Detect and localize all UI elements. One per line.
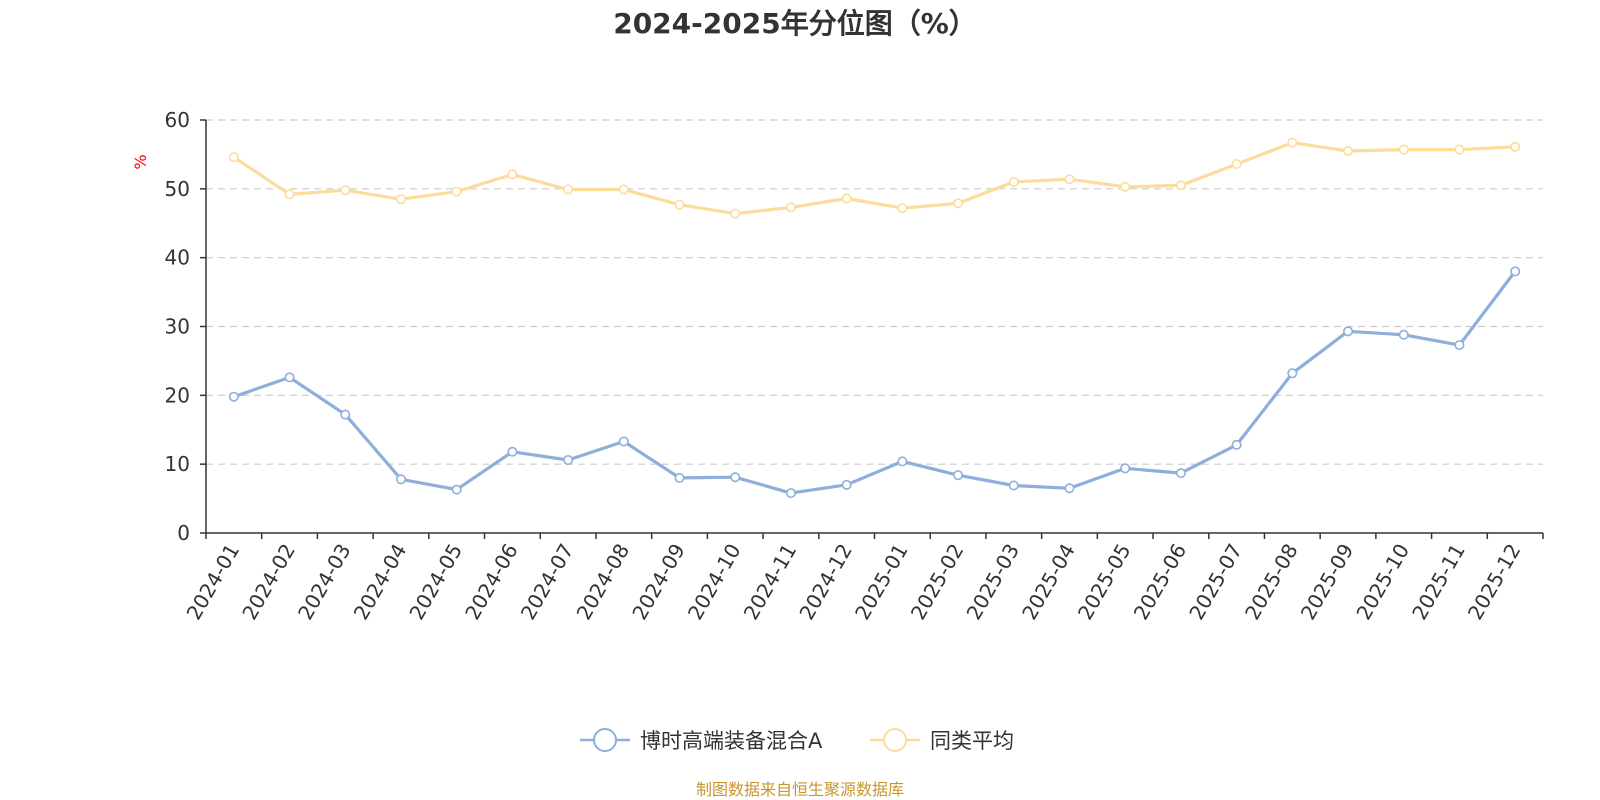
series-1-point	[953, 470, 964, 481]
chart-title: 2024-2025年分位图（%）	[613, 7, 977, 40]
series-2-point	[618, 184, 629, 195]
x-tick-label: 2025-08	[1240, 540, 1303, 624]
series-1-point	[395, 474, 406, 485]
series-1-point	[451, 484, 462, 495]
series-2-point	[897, 203, 908, 214]
series-1-point	[618, 436, 629, 447]
series-1-point	[1398, 329, 1409, 340]
series-2-point	[1064, 174, 1075, 185]
series-2-point	[1008, 176, 1019, 187]
y-tick-label: 50	[165, 177, 190, 201]
series-2-point	[1454, 144, 1465, 155]
y-tick-labels: 0 10 20 30 40 50 60	[165, 108, 190, 545]
series-2-point	[1287, 137, 1298, 148]
x-tick-label: 2024-06	[460, 540, 523, 624]
axes	[200, 119, 1544, 539]
series-2-point	[507, 169, 518, 180]
series-1-point	[284, 372, 295, 383]
x-tick-labels: 2024-012024-022024-032024-042024-052024-…	[182, 539, 1526, 623]
x-tick-label: 2024-02	[237, 540, 300, 624]
series-2-point	[395, 194, 406, 205]
x-tick-label: 2025-07	[1184, 540, 1247, 624]
series-1-point	[228, 391, 239, 402]
x-tick-label: 2025-02	[906, 540, 969, 624]
series-1-point	[1064, 483, 1075, 494]
x-tick-label: 2025-06	[1129, 540, 1192, 624]
x-tick-label: 2024-01	[182, 540, 245, 624]
series-2-point	[284, 189, 295, 200]
y-tick-label: 40	[165, 246, 190, 270]
series-1-point	[1120, 463, 1131, 474]
x-tick-label: 2025-01	[850, 540, 913, 624]
x-tick-label: 2024-12	[794, 540, 857, 624]
x-tick-label: 2024-04	[349, 540, 412, 624]
x-tick-label: 2024-03	[293, 540, 356, 624]
series-2-point	[563, 184, 574, 195]
series-2-point	[785, 202, 796, 213]
series-2-point	[1231, 159, 1242, 170]
grid-lines	[206, 119, 1543, 465]
legend-marker-2[interactable]	[883, 728, 907, 752]
x-tick-label: 2025-04	[1017, 540, 1080, 624]
series-group	[228, 137, 1521, 499]
legend-label-1[interactable]: 博时高端装备混合A	[640, 729, 823, 753]
legend-label-2[interactable]: 同类平均	[930, 729, 1014, 753]
x-tick-label: 2024-11	[739, 540, 802, 624]
source-note: 制图数据来自恒生聚源数据库	[696, 780, 904, 799]
series-1-point	[730, 472, 741, 483]
y-tick-label: 10	[165, 452, 190, 476]
series-1-point	[1287, 368, 1298, 379]
y-axis-label: %	[131, 154, 150, 169]
series-2-point	[730, 208, 741, 219]
x-tick-label: 2025-09	[1296, 540, 1359, 624]
series-1-point	[1008, 480, 1019, 491]
series-2-point	[1510, 141, 1521, 152]
x-tick-label: 2025-05	[1073, 540, 1136, 624]
x-tick-label: 2024-08	[572, 540, 635, 624]
series-1-point	[1231, 439, 1242, 450]
series-1-point	[563, 455, 574, 466]
y-tick-label: 60	[165, 108, 190, 132]
series-2-point	[228, 152, 239, 163]
series-2-point	[451, 186, 462, 197]
series-2-point	[1398, 144, 1409, 155]
x-tick-label: 2024-09	[627, 540, 690, 624]
x-tick-label: 2024-05	[404, 540, 467, 624]
series-2-point	[953, 198, 964, 209]
series-1-point	[897, 456, 908, 467]
x-tick-label: 2025-10	[1351, 540, 1414, 624]
series-2-point	[340, 185, 351, 196]
series-1-point	[340, 409, 351, 420]
x-tick-label: 2024-10	[683, 540, 746, 624]
series-1-point	[507, 446, 518, 457]
series-2-point	[841, 193, 852, 204]
series-1-point	[1454, 340, 1465, 351]
legend-marker-1[interactable]	[593, 728, 617, 752]
y-tick-label: 0	[177, 521, 190, 545]
series-1-point	[1175, 468, 1186, 479]
series-line-1	[232, 269, 1517, 495]
series-1-point	[841, 479, 852, 490]
series-1-point	[1510, 266, 1521, 277]
x-tick-label: 2025-11	[1407, 540, 1470, 624]
series-2-point	[674, 199, 685, 210]
series-2-point	[1175, 180, 1186, 191]
x-tick-label: 2024-07	[516, 540, 579, 624]
legend[interactable]: 博时高端装备混合A 同类平均	[580, 728, 1014, 753]
series-1-point	[1343, 326, 1354, 337]
series-2-point	[1343, 145, 1354, 156]
series-2-point	[1120, 181, 1131, 192]
series-1-point	[785, 488, 796, 499]
series-line-2	[232, 141, 1517, 216]
series-1-point	[674, 472, 685, 483]
y-tick-label: 30	[165, 315, 190, 339]
x-tick-label: 2025-03	[962, 539, 1025, 623]
x-tick-label: 2025-12	[1463, 540, 1526, 624]
y-tick-label: 20	[165, 383, 190, 407]
